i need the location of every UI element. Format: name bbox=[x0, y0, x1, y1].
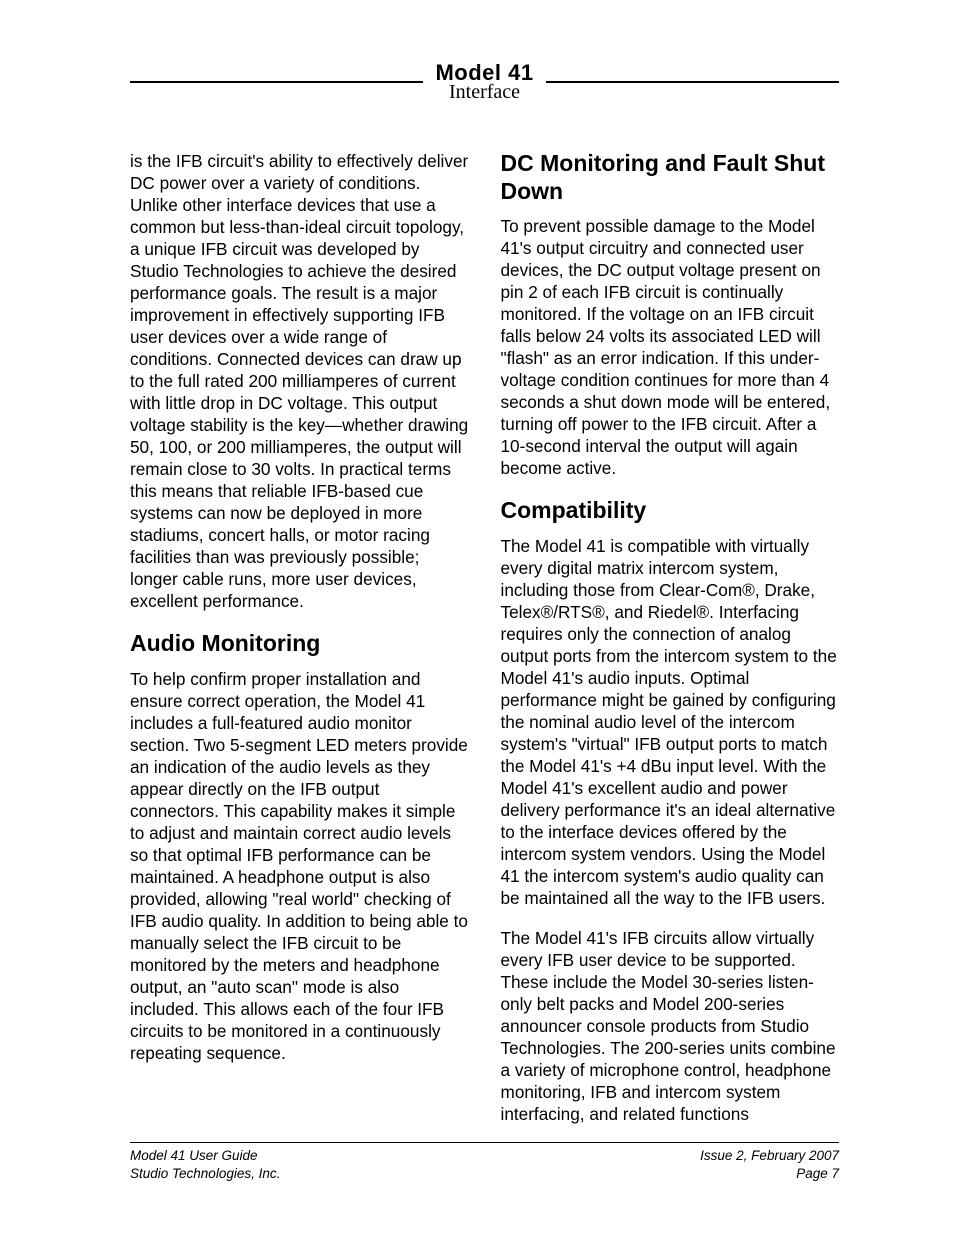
footer-page-number: Page 7 bbox=[700, 1165, 839, 1183]
heading-audio-monitoring: Audio Monitoring bbox=[130, 630, 469, 658]
footer-issue: Issue 2, February 2007 bbox=[700, 1147, 839, 1165]
footer-guide-title: Model 41 User Guide bbox=[130, 1147, 280, 1165]
footer-company: Studio Technologies, Inc. bbox=[130, 1165, 280, 1183]
right-para-3: The Model 41's IFB circuits allow virtua… bbox=[501, 927, 840, 1125]
left-para-1: is the IFB circuit's ability to effectiv… bbox=[130, 150, 469, 612]
header-rule-left bbox=[130, 81, 423, 83]
right-column: DC Monitoring and Fault Shut Down To pre… bbox=[501, 150, 840, 1143]
page-footer: Model 41 User Guide Studio Technologies,… bbox=[130, 1142, 839, 1183]
header-subtitle: Interface bbox=[435, 82, 533, 102]
right-para-1: To prevent possible damage to the Model … bbox=[501, 215, 840, 479]
page-header: Model 41 Interface bbox=[130, 62, 839, 102]
heading-dc-monitoring: DC Monitoring and Fault Shut Down bbox=[501, 150, 840, 205]
right-para-2: The Model 41 is compatible with virtuall… bbox=[501, 535, 840, 909]
header-rule-right bbox=[546, 81, 839, 83]
heading-compatibility: Compatibility bbox=[501, 497, 840, 525]
footer-left: Model 41 User Guide Studio Technologies,… bbox=[130, 1147, 280, 1183]
footer-right: Issue 2, February 2007 Page 7 bbox=[700, 1147, 839, 1183]
content-columns: is the IFB circuit's ability to effectiv… bbox=[130, 150, 839, 1143]
header-title-block: Model 41 Interface bbox=[423, 62, 545, 102]
left-para-2: To help confirm proper installation and … bbox=[130, 668, 469, 1064]
left-column: is the IFB circuit's ability to effectiv… bbox=[130, 150, 469, 1143]
